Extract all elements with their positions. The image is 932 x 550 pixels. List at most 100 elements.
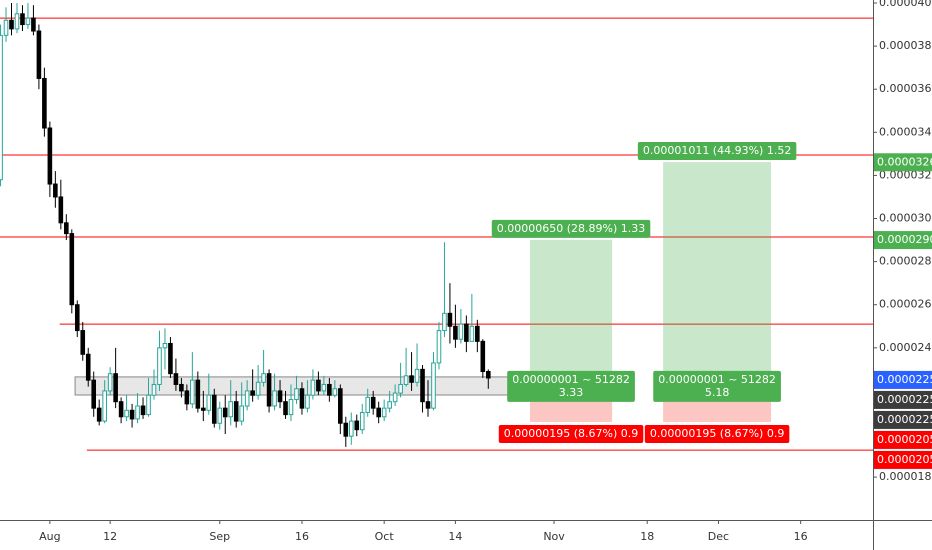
candle-body [332, 388, 338, 396]
candle-body [113, 373, 118, 403]
candle-body [96, 407, 102, 422]
candle-body [272, 390, 277, 407]
candle-body [9, 19, 14, 30]
y-tick-label: 0.00003000 [879, 212, 932, 225]
candle-body [85, 353, 91, 381]
stop-label: 0.00000195 (8.67%) 0.9 [504, 427, 639, 440]
candle-body [173, 373, 179, 385]
size-label: 0.00000001 ~ 51282 [512, 373, 630, 386]
candle-body [162, 343, 168, 349]
candle-body [64, 222, 69, 235]
candle-body [179, 383, 184, 392]
candle-body [464, 323, 469, 342]
candle-body [305, 394, 310, 409]
candle-body [348, 420, 354, 437]
profit-zone [529, 239, 613, 380]
candle-body [447, 312, 453, 327]
candle-body [201, 407, 206, 411]
x-tick-label: 14 [448, 530, 462, 543]
candle-body [370, 396, 376, 409]
profit-zone [663, 162, 772, 380]
price-label-box [874, 450, 932, 469]
candle-body [168, 343, 173, 375]
x-tick-label: Nov [543, 530, 565, 543]
size-label: 0.00000001 ~ 51282 [658, 373, 776, 386]
candle-body [266, 373, 272, 407]
price-label-box [874, 430, 932, 449]
candle-body [359, 411, 365, 431]
candle-body [420, 368, 425, 403]
x-tick-label: Aug [39, 530, 60, 543]
x-tick-label: Oct [375, 530, 395, 543]
candle-body [74, 304, 80, 332]
y-tick-label: 0.00002800 [879, 255, 932, 268]
candle-body [157, 347, 162, 385]
candle-body [20, 13, 25, 26]
y-tick-label: 0.00003600 [879, 82, 932, 95]
candle-body [453, 325, 458, 340]
x-tick-label: Dec [708, 530, 729, 543]
candle-body [475, 325, 480, 342]
candle-body [436, 330, 442, 364]
candle-body [91, 379, 97, 409]
candle-body [25, 17, 31, 26]
price-label: 0.00002055 [877, 433, 932, 446]
candle-body [228, 401, 234, 418]
candle-body [146, 394, 151, 416]
candle-body [283, 401, 288, 416]
candle-body [53, 183, 58, 198]
ratio-label: 3.33 [559, 386, 584, 399]
candle-body [403, 375, 409, 385]
x-tick-label: 18 [640, 530, 654, 543]
target-label-box [637, 142, 797, 161]
y-tick-label: 0.00004000 [879, 0, 932, 9]
candle-body [58, 196, 64, 224]
ratio-label: 5.18 [705, 386, 730, 399]
stop-label-box [644, 424, 790, 443]
y-tick-label: 0.00001800 [879, 470, 932, 483]
candle-body [102, 390, 107, 422]
price-label-box [874, 231, 932, 250]
candle-body [409, 375, 414, 383]
candle-body [365, 396, 371, 413]
stop-label: 0.00000195 (8.67%) 0.9 [650, 427, 785, 440]
candle-body [255, 381, 261, 396]
candle-body [469, 325, 475, 342]
price-label: 0.00002055 [877, 453, 932, 466]
candle-body [140, 405, 146, 416]
candle-body [135, 405, 140, 420]
candle-body [310, 379, 316, 396]
candle-body [124, 409, 129, 418]
price-label-box [874, 153, 932, 172]
candle-body [184, 390, 190, 405]
candle-body [233, 401, 239, 422]
candle-body [381, 407, 387, 418]
x-tick-label: Sep [209, 530, 230, 543]
candle-body [36, 30, 42, 79]
candle-body [151, 383, 157, 396]
candle-body [321, 383, 327, 392]
candle-body [338, 388, 343, 424]
entry-label-box [507, 370, 635, 402]
stop-label-box [498, 424, 644, 443]
candle-body [244, 390, 250, 407]
y-tick-label: 0.00003200 [879, 168, 932, 181]
candle-body [42, 77, 47, 129]
candle-body [107, 373, 113, 392]
entry-label-box [653, 370, 781, 402]
price-label-box [874, 390, 932, 409]
price-label: 0.00002900 [877, 233, 932, 246]
candle-body [3, 19, 9, 36]
candle-body [299, 388, 305, 409]
price-label: 0.00002251 [877, 373, 932, 386]
y-tick-label: 0.00002600 [879, 298, 932, 311]
candle-body [294, 388, 299, 401]
candle-body [458, 323, 464, 340]
y-tick-label: 0.00003400 [879, 125, 932, 138]
price-label-box [874, 410, 932, 429]
candle-body [480, 340, 486, 373]
candle-body [31, 17, 36, 32]
candle-body [425, 401, 431, 409]
